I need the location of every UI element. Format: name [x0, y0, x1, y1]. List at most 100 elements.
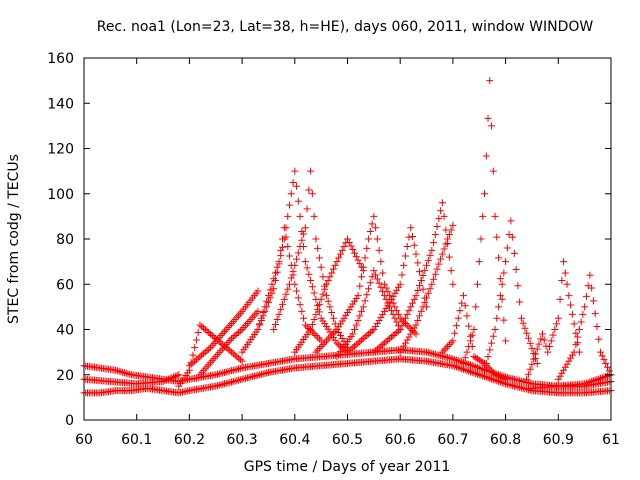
data-point — [440, 212, 448, 220]
data-point — [482, 373, 490, 381]
data-point — [588, 377, 596, 385]
data-point — [517, 314, 525, 322]
data-point — [600, 356, 608, 364]
data-point — [284, 212, 292, 220]
data-point — [375, 316, 383, 324]
data-point — [445, 253, 453, 261]
data-point — [326, 273, 334, 281]
data-point — [351, 342, 359, 350]
data-point — [416, 282, 424, 290]
data-point — [447, 267, 455, 275]
data-point — [398, 271, 406, 279]
data-point — [526, 365, 534, 373]
data-point — [349, 246, 357, 254]
data-point — [356, 312, 364, 320]
data-point — [579, 310, 587, 318]
data-point — [407, 330, 415, 338]
data-point — [198, 351, 206, 359]
data-point — [196, 321, 204, 329]
y-tick-label: 80 — [56, 232, 74, 248]
data-point — [310, 212, 318, 220]
data-point — [444, 342, 452, 350]
data-point — [449, 355, 457, 363]
data-point — [354, 339, 362, 347]
data-point — [465, 342, 473, 350]
data-point — [379, 341, 387, 349]
data-point — [495, 303, 503, 311]
data-point — [454, 314, 462, 322]
data-point — [389, 332, 397, 340]
data-point — [463, 348, 471, 356]
data-point — [315, 300, 323, 308]
data-point — [482, 152, 490, 160]
data-point — [366, 227, 374, 235]
data-point — [256, 320, 264, 328]
data-point — [479, 358, 487, 366]
data-point — [482, 359, 490, 367]
data-point — [171, 372, 179, 380]
data-point — [373, 319, 381, 327]
data-point — [400, 342, 408, 350]
data-point — [538, 330, 546, 338]
y-tick-label: 140 — [47, 96, 74, 112]
data-point — [382, 338, 390, 346]
data-point — [484, 374, 492, 382]
data-point — [352, 321, 360, 329]
data-point — [349, 344, 357, 352]
data-point — [113, 367, 121, 375]
data-point — [400, 318, 408, 326]
data-point — [321, 339, 329, 347]
data-point — [463, 312, 471, 320]
data-point — [472, 363, 480, 371]
data-point — [553, 320, 561, 328]
data-point — [598, 374, 606, 382]
data-point — [440, 245, 448, 253]
data-point — [491, 212, 499, 220]
data-point — [408, 327, 416, 335]
data-point — [370, 326, 378, 333]
data-point — [280, 224, 288, 232]
data-point — [338, 246, 346, 254]
data-point — [303, 205, 311, 213]
data-point — [498, 295, 506, 303]
data-point — [303, 323, 311, 331]
data-point — [257, 314, 265, 322]
data-point — [433, 223, 441, 231]
data-point — [568, 310, 576, 318]
data-point — [308, 190, 316, 198]
data-point — [430, 238, 438, 246]
data-point — [546, 342, 554, 350]
data-series — [333, 267, 404, 361]
data-point — [502, 337, 510, 345]
data-point — [461, 354, 469, 362]
data-point — [326, 303, 334, 311]
plot-frame — [83, 57, 612, 421]
data-point — [470, 369, 478, 377]
data-point — [540, 336, 548, 344]
data-point — [286, 252, 294, 260]
data-point — [379, 287, 387, 295]
data-point — [373, 345, 381, 353]
data-series — [80, 371, 183, 388]
data-point — [449, 337, 457, 345]
data-point — [563, 360, 571, 368]
data-point — [305, 186, 313, 194]
data-point — [335, 341, 343, 349]
data-point — [196, 353, 204, 361]
data-point — [308, 320, 316, 328]
data-point — [359, 303, 367, 311]
data-point — [380, 292, 388, 300]
data-point — [437, 255, 445, 263]
data-point — [461, 302, 469, 310]
data-point — [419, 285, 427, 293]
data-series — [396, 221, 457, 356]
data-point — [403, 310, 411, 318]
data-point — [451, 356, 459, 364]
data-point — [358, 273, 366, 281]
data-point — [235, 329, 243, 337]
data-point — [452, 356, 460, 364]
data-point — [502, 375, 510, 383]
data-point — [238, 357, 246, 365]
data-point — [359, 263, 367, 271]
data-point — [593, 322, 601, 330]
